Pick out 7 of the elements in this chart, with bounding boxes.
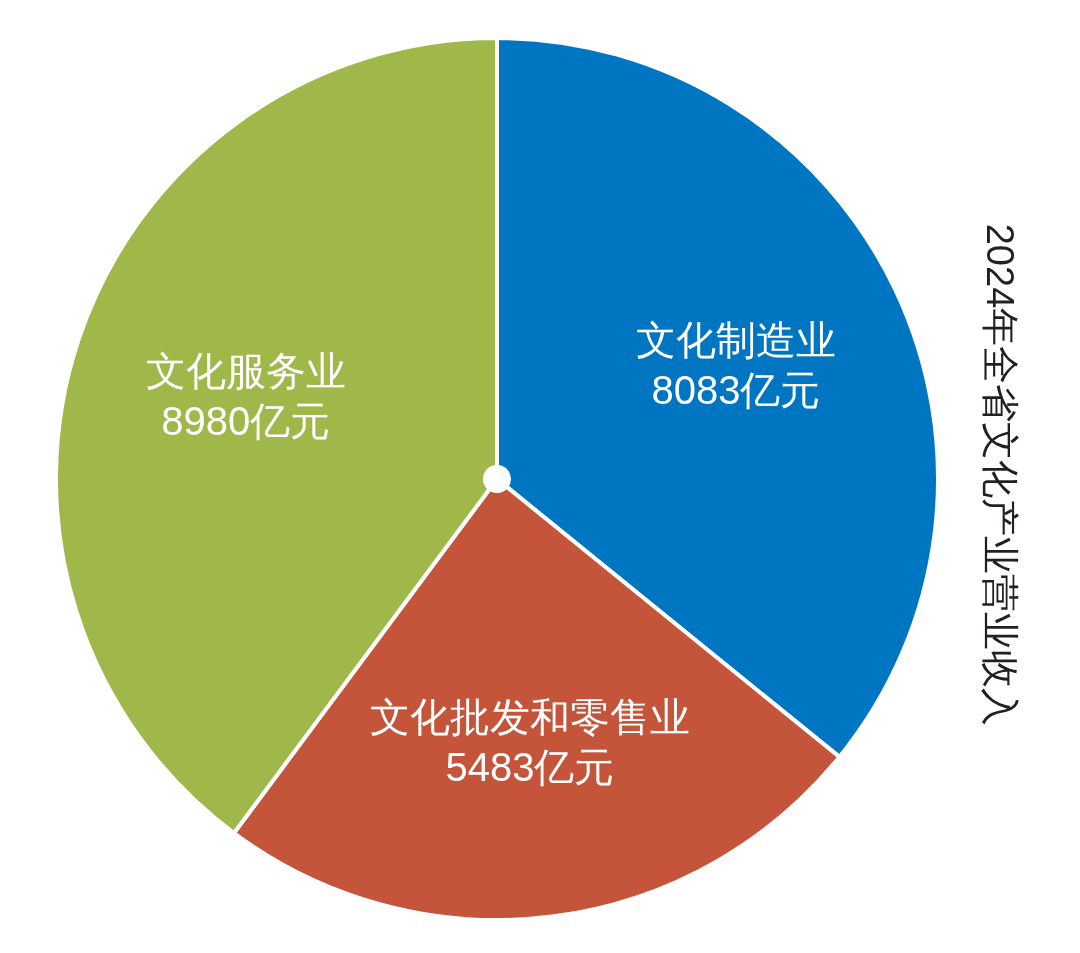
text: 2024年全省文化产业营业收入 [979, 223, 1021, 727]
data-label: 8083亿元 [651, 368, 821, 413]
data-label: 5483亿元 [445, 744, 615, 789]
slice-label: 文化批发和零售业 [369, 694, 690, 739]
slice-label: 文化服务业 [145, 348, 346, 393]
slice-label: 文化制造业 [635, 318, 836, 363]
data-label: 8980亿元 [161, 398, 331, 443]
